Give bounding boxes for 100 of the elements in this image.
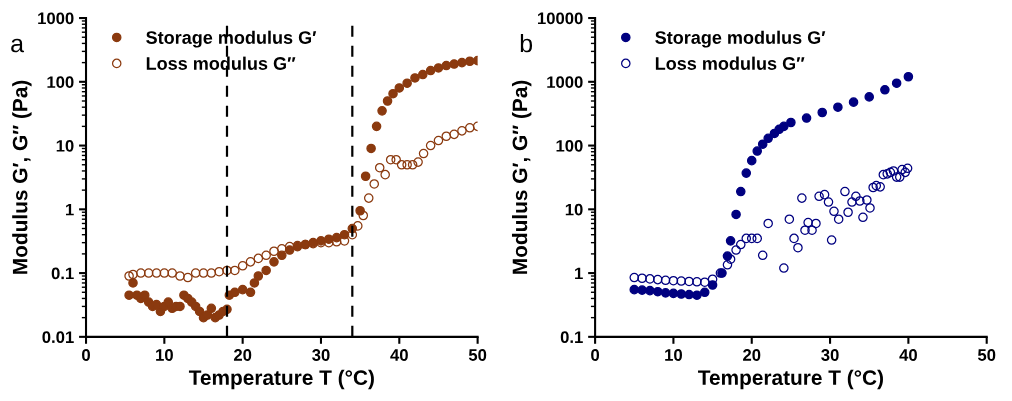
point	[692, 290, 702, 300]
point	[871, 180, 882, 191]
point	[735, 186, 746, 197]
y-tick-label: 0.1	[560, 331, 583, 344]
y-tick-label: 100	[556, 139, 583, 152]
legend-label: Storage modulus G′	[146, 30, 317, 48]
point	[380, 169, 390, 180]
point	[800, 225, 810, 236]
point	[746, 233, 757, 244]
point	[741, 168, 752, 178]
point	[902, 163, 913, 174]
point	[629, 272, 640, 283]
point	[684, 276, 694, 287]
y-tick-label: 100	[47, 76, 74, 89]
point	[779, 121, 789, 132]
x-axis-title: Temperature T (°C)	[698, 369, 883, 390]
point	[862, 195, 872, 205]
point	[797, 193, 807, 203]
point	[128, 269, 138, 280]
point	[245, 257, 256, 267]
point	[253, 253, 264, 264]
point	[900, 167, 911, 178]
point	[374, 162, 385, 173]
point	[851, 191, 861, 202]
point	[396, 159, 407, 170]
point	[779, 263, 789, 273]
point	[801, 113, 812, 123]
point	[175, 271, 185, 281]
point	[363, 193, 374, 203]
y-axis-title: Modulus G′, G″ (Pa)	[511, 80, 532, 274]
x-tick-label: 10	[156, 349, 173, 361]
point	[237, 261, 248, 271]
point	[676, 276, 687, 286]
point	[464, 122, 475, 133]
point	[833, 102, 843, 112]
x-tick-label: 40	[899, 349, 917, 361]
x-tick-label: 10	[665, 349, 683, 361]
point	[878, 169, 889, 180]
point	[159, 268, 170, 278]
point	[441, 131, 452, 142]
x-tick-label: 20	[743, 349, 761, 361]
point	[637, 273, 647, 284]
point	[840, 186, 850, 197]
legend-label: Loss modulus G″	[146, 56, 296, 70]
point	[811, 218, 821, 229]
point	[735, 239, 746, 250]
point	[843, 207, 853, 218]
point	[789, 233, 799, 244]
point	[433, 135, 444, 146]
point	[763, 133, 773, 144]
x-tick-label: 20	[233, 349, 252, 361]
point	[391, 154, 401, 165]
point	[269, 246, 279, 257]
point	[645, 274, 655, 284]
x-tick-label: 50	[468, 349, 487, 361]
point	[829, 206, 839, 217]
point	[660, 275, 671, 286]
x-tick-label: 50	[977, 349, 996, 361]
point	[725, 236, 736, 246]
point	[457, 126, 467, 136]
y-tick-label: 10	[56, 139, 74, 152]
point	[124, 271, 134, 281]
point	[786, 117, 796, 128]
point	[660, 288, 671, 298]
point	[807, 225, 817, 236]
point	[763, 218, 773, 229]
point	[864, 92, 875, 102]
y-tick-label: 0.1	[51, 267, 74, 280]
point	[190, 268, 201, 278]
point	[143, 268, 154, 278]
point	[407, 159, 418, 170]
point	[858, 212, 868, 223]
x-tick-label: 0	[591, 349, 600, 361]
point	[784, 214, 795, 224]
y-tick-label: 1	[575, 267, 583, 280]
point	[823, 197, 834, 207]
point	[684, 289, 694, 300]
legend-label: Storage modulus G′	[655, 30, 826, 48]
point	[385, 154, 396, 165]
y-tick-label: 1	[66, 203, 74, 216]
point	[803, 217, 813, 228]
y-tick-label: 10000	[538, 12, 583, 25]
x-axis-title: Temperature T (°C)	[188, 369, 374, 390]
point	[358, 210, 369, 221]
point	[731, 245, 741, 255]
point	[793, 242, 803, 253]
point	[731, 209, 741, 220]
point	[699, 277, 710, 287]
legend-label: Loss modulus G″	[655, 56, 805, 70]
point	[230, 265, 240, 276]
point	[277, 244, 287, 254]
point	[741, 233, 752, 244]
point	[668, 288, 679, 299]
point	[136, 268, 146, 278]
x-tick-label: 30	[821, 349, 839, 361]
point	[752, 146, 763, 156]
point	[668, 275, 679, 286]
point	[819, 189, 830, 200]
point	[261, 250, 271, 261]
text: a	[11, 38, 25, 53]
